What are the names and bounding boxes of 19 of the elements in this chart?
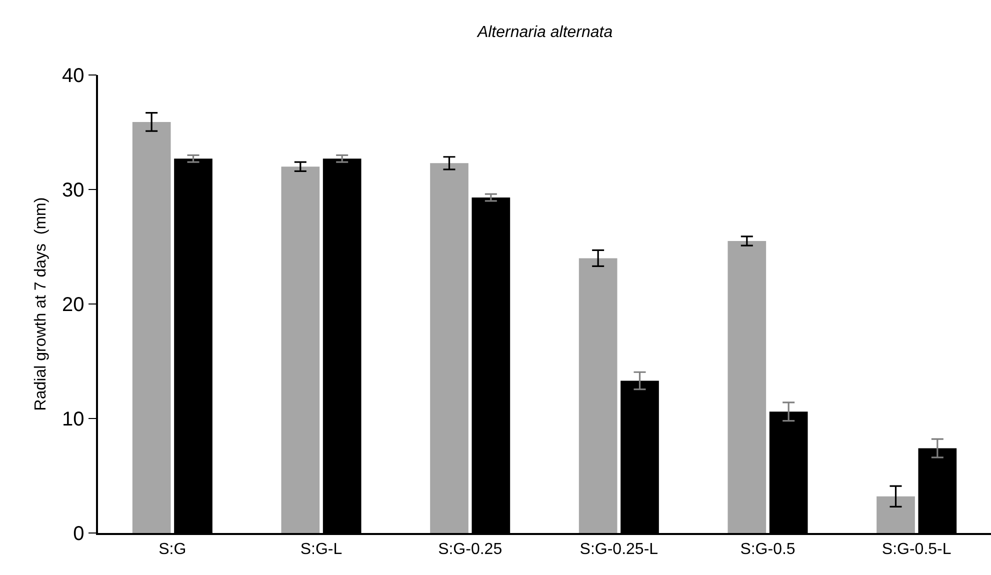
x-tick-label: S:G-0.5-L	[882, 541, 952, 558]
x-tick-label: S:G-L	[300, 541, 342, 558]
bar	[876, 496, 915, 533]
y-tick-label: 10	[62, 408, 84, 430]
chart-title: Alternaria alternata	[476, 24, 613, 42]
y-axis-title: Radial growth at 7 days (mm)	[32, 197, 50, 411]
x-tick-label: S:G-0.25	[438, 541, 502, 558]
bar	[132, 122, 171, 533]
bar	[281, 166, 320, 533]
y-tick-label: 0	[73, 523, 84, 545]
y-tick-label: 20	[62, 294, 84, 316]
bar	[728, 241, 766, 533]
x-tick-label: S:G-0.5	[740, 541, 796, 558]
y-tick-label: 40	[62, 65, 84, 87]
x-tick-label: S:G-0.25-L	[580, 541, 658, 558]
x-tick-label: S:G	[158, 541, 186, 558]
bar	[430, 163, 468, 533]
bar	[578, 258, 618, 533]
y-tick-label: 30	[62, 180, 84, 202]
